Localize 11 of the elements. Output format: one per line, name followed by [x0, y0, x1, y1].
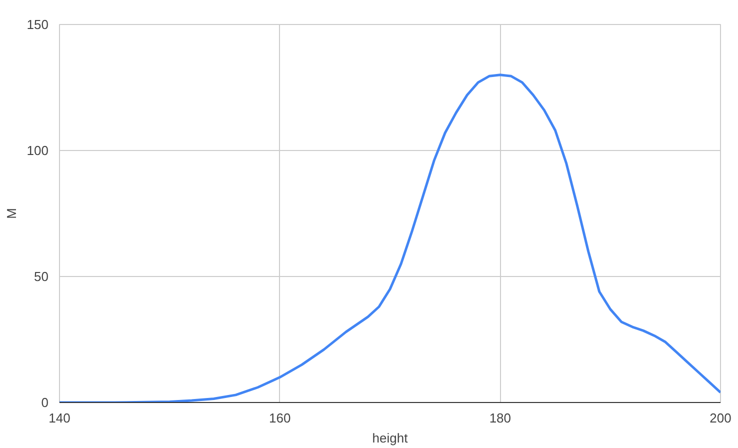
x-axis-title: height — [372, 430, 408, 446]
x-tick-label: 200 — [710, 410, 732, 426]
line-series — [60, 74, 720, 402]
y-tick-label: 50 — [34, 269, 49, 284]
y-tick-label: 100 — [26, 143, 49, 158]
y-tick-label: 150 — [26, 17, 49, 32]
y-tick-label: 0 — [41, 395, 49, 410]
y-axis-title: M — [4, 208, 19, 219]
x-tick-label: 140 — [48, 410, 70, 426]
x-tick-label: 160 — [268, 410, 291, 426]
x-tick-label: 180 — [489, 410, 512, 426]
